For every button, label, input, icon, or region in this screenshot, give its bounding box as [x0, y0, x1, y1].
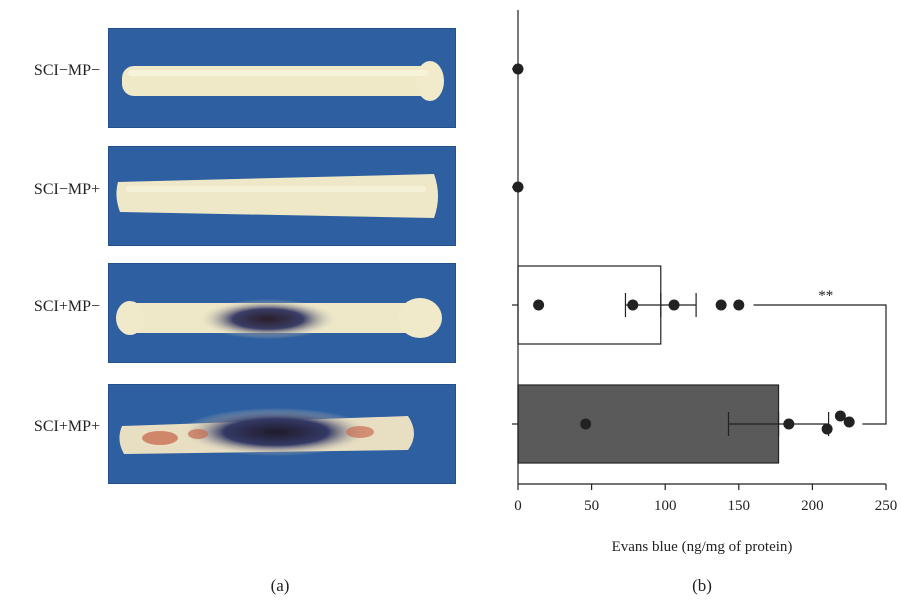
data-point-4-2	[783, 418, 795, 430]
data-point-4-3	[821, 423, 833, 435]
data-point-3-2	[627, 299, 639, 311]
x-tick-label-6: 250	[875, 498, 898, 514]
data-point-3-4	[715, 299, 727, 311]
x-tick-label-4: 150	[728, 498, 751, 514]
spinal-cord-photo-2	[108, 146, 456, 246]
data-point-4-1	[580, 418, 592, 430]
data-point-4-4	[834, 410, 846, 422]
x-tick-label-1: 0	[514, 498, 522, 514]
data-point-3-5	[733, 299, 745, 311]
panel-a-label: (a)	[270, 576, 290, 595]
specimen-label-4: SCI+MP+	[33, 418, 100, 435]
specimen-label-3: SCI+MP−	[33, 298, 100, 315]
data-point-3-3	[668, 299, 680, 311]
spinal-cord-photo-4	[108, 384, 456, 484]
spinal-cord-photo-3	[108, 263, 456, 363]
x-tick-label-2: 50	[584, 498, 599, 514]
x-axis-title: Evans blue (ng/mg of protein)	[612, 539, 793, 555]
spinal-cord-photo-1	[108, 28, 456, 128]
data-point-3-1	[533, 299, 545, 311]
x-tick-label-5: 200	[801, 498, 824, 514]
data-point-4-5	[843, 416, 855, 428]
panel-b-label: (b)	[692, 576, 712, 595]
specimen-label-1: SCI−MP−	[33, 62, 100, 79]
x-tick-label-3: 100	[654, 498, 677, 514]
significance-label: **	[818, 288, 833, 304]
significance-bracket	[753, 304, 887, 425]
specimen-label-2: SCI−MP+	[33, 181, 100, 198]
